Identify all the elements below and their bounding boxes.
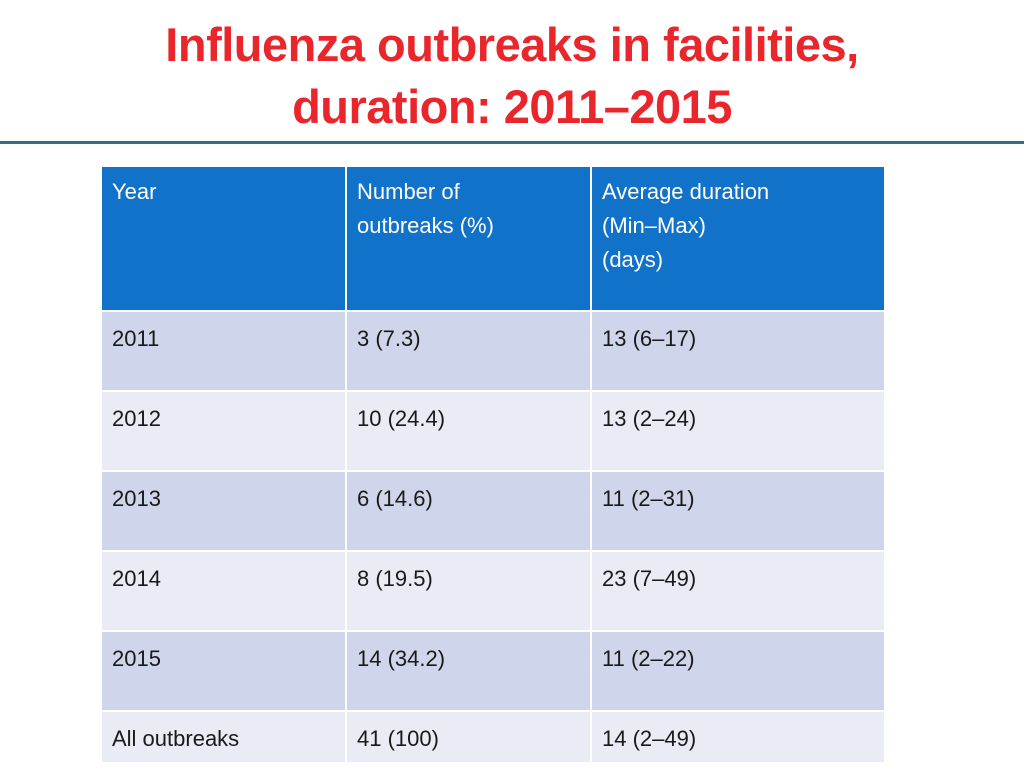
- slide-title-line-2: duration: 2011–2015: [292, 80, 732, 133]
- table-row-total: All outbreaks 41 (100) 14 (2–49): [100, 710, 886, 764]
- cell-outbreaks: 10 (24.4): [345, 390, 592, 472]
- slide-title-line-1: Influenza outbreaks in facilities,: [165, 18, 859, 71]
- cell-year: 2012: [100, 390, 347, 472]
- cell-duration: 11 (2–31): [590, 470, 886, 552]
- cell-outbreaks: 8 (19.5): [345, 550, 592, 632]
- table-header-row: Year Number of outbreaks (%) Average dur…: [100, 165, 886, 312]
- cell-duration: 11 (2–22): [590, 630, 886, 712]
- header-average-duration: Average duration (Min–Max) (days): [590, 165, 886, 312]
- outbreaks-table: Year Number of outbreaks (%) Average dur…: [100, 165, 886, 764]
- cell-duration: 13 (2–24): [590, 390, 886, 472]
- cell-year: 2014: [100, 550, 347, 632]
- header-number-of-outbreaks: Number of outbreaks (%): [345, 165, 592, 312]
- cell-duration: 14 (2–49): [590, 710, 886, 764]
- cell-year: All outbreaks: [100, 710, 347, 764]
- table-row: 2014 8 (19.5) 23 (7–49): [100, 550, 886, 632]
- table-row: 2011 3 (7.3) 13 (6–17): [100, 310, 886, 392]
- cell-year: 2013: [100, 470, 347, 552]
- cell-duration: 13 (6–17): [590, 310, 886, 392]
- table-row: 2012 10 (24.4) 13 (2–24): [100, 390, 886, 472]
- table-row: 2013 6 (14.6) 11 (2–31): [100, 470, 886, 552]
- cell-outbreaks: 6 (14.6): [345, 470, 592, 552]
- cell-outbreaks: 41 (100): [345, 710, 592, 764]
- header-year: Year: [100, 165, 347, 312]
- cell-outbreaks: 14 (34.2): [345, 630, 592, 712]
- title-divider: [0, 141, 1024, 144]
- cell-outbreaks: 3 (7.3): [345, 310, 592, 392]
- cell-duration: 23 (7–49): [590, 550, 886, 632]
- cell-year: 2011: [100, 310, 347, 392]
- slide-title: Influenza outbreaks in facilities, durat…: [0, 14, 1024, 138]
- table-row: 2015 14 (34.2) 11 (2–22): [100, 630, 886, 712]
- cell-year: 2015: [100, 630, 347, 712]
